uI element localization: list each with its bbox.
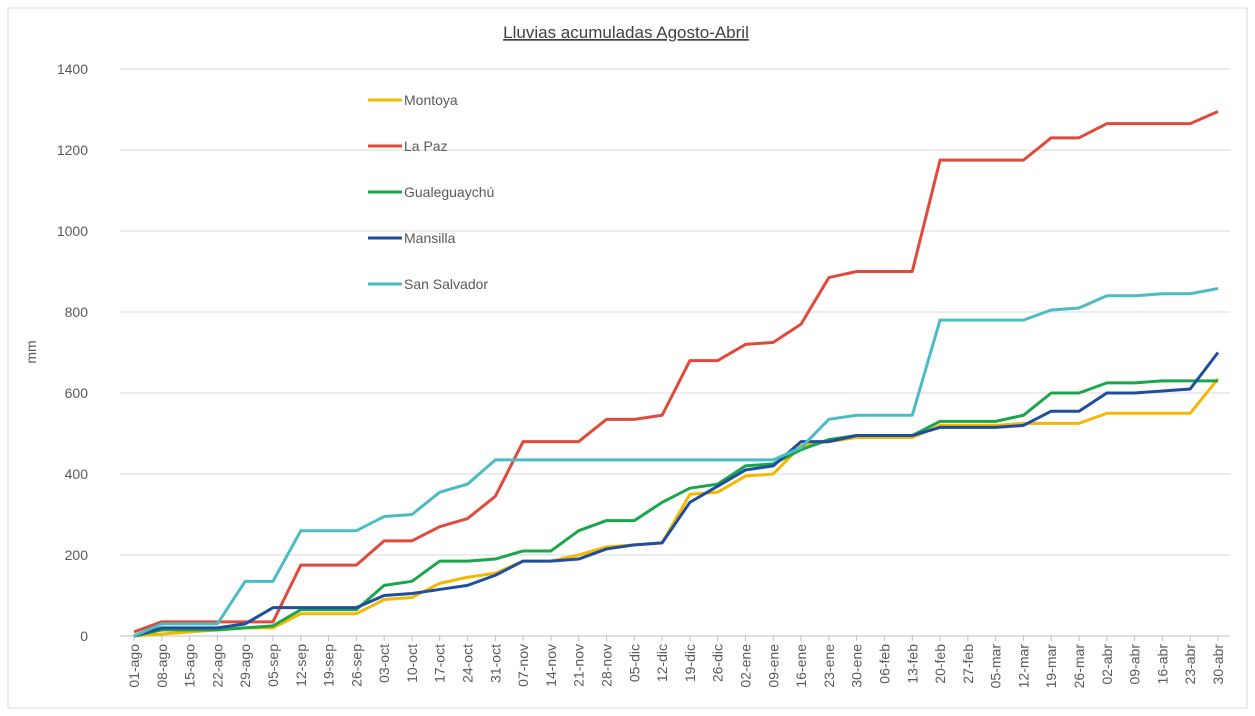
x-tick-label: 14-nov <box>543 644 559 687</box>
x-tick-label: 26-mar <box>1071 644 1087 689</box>
legend-label: Gualeguaychú <box>404 184 494 200</box>
y-tick-label: 1000 <box>57 223 88 239</box>
x-tick-label: 31-oct <box>487 644 503 683</box>
x-tick-label: 30-abr <box>1210 644 1226 685</box>
x-tick-label: 29-ago <box>237 644 253 688</box>
legend-label: Mansilla <box>404 230 456 246</box>
y-tick-label: 0 <box>80 628 88 644</box>
x-tick-label: 09-ene <box>765 644 781 688</box>
x-tick-label: 26-dic <box>710 644 726 682</box>
x-tick-label: 20-feb <box>932 644 948 684</box>
y-tick-label: 800 <box>65 304 89 320</box>
x-tick-label: 08-ago <box>154 644 170 688</box>
x-tick-label: 02-abr <box>1099 644 1115 685</box>
x-tick-label: 27-feb <box>960 644 976 684</box>
x-tick-label: 23-abr <box>1182 644 1198 685</box>
x-tick-label: 16-ene <box>793 644 809 688</box>
x-tick-label: 02-ene <box>737 644 753 688</box>
x-tick-label: 19-sep <box>321 644 337 687</box>
x-tick-label: 19-mar <box>1043 644 1059 689</box>
x-tick-label: 12-sep <box>293 644 309 687</box>
x-tick-label: 24-oct <box>460 644 476 683</box>
x-tick-label: 07-nov <box>515 644 531 687</box>
y-tick-label: 600 <box>65 385 89 401</box>
x-tick-label: 17-oct <box>432 644 448 683</box>
x-tick-label: 23-ene <box>821 644 837 688</box>
series-line <box>133 110 1219 634</box>
x-tick-label: 15-ago <box>182 644 198 688</box>
x-tick-label: 22-ago <box>209 644 225 688</box>
legend-label: La Paz <box>404 138 448 154</box>
series-line <box>133 379 1218 638</box>
x-tick-label: 12-mar <box>1015 644 1031 689</box>
x-tick-label: 26-sep <box>348 644 364 687</box>
series-line <box>133 351 1220 638</box>
x-tick-label: 13-feb <box>904 644 920 684</box>
x-tick-label: 06-feb <box>876 644 892 684</box>
x-tick-label: 30-ene <box>849 644 865 688</box>
x-tick-label: 28-nov <box>599 644 615 687</box>
series-line <box>133 287 1219 638</box>
y-tick-label: 200 <box>65 547 89 563</box>
legend-label: San Salvador <box>404 276 488 292</box>
legend-label: Montoya <box>404 92 458 108</box>
x-tick-label: 10-oct <box>404 644 420 683</box>
y-axis-label: mm <box>23 340 39 363</box>
x-tick-label: 05-sep <box>265 644 281 687</box>
x-tick-label: 03-oct <box>376 644 392 683</box>
x-tick-label: 12-dic <box>654 644 670 682</box>
x-tick-label: 05-dic <box>626 644 642 682</box>
series-line <box>133 377 1220 638</box>
chart-title: Lluvias acumuladas Agosto-Abril <box>503 23 749 42</box>
x-tick-label: 05-mar <box>988 644 1004 689</box>
chart-border <box>7 7 1248 709</box>
y-tick-label: 1400 <box>57 61 88 77</box>
x-tick-label: 16-abr <box>1154 644 1170 685</box>
x-tick-label: 01-ago <box>126 644 142 688</box>
y-tick-label: 1200 <box>57 142 88 158</box>
x-tick-label: 19-dic <box>682 644 698 682</box>
x-tick-label: 09-abr <box>1127 644 1143 685</box>
x-tick-label: 21-nov <box>571 644 587 687</box>
y-tick-label: 400 <box>65 466 89 482</box>
